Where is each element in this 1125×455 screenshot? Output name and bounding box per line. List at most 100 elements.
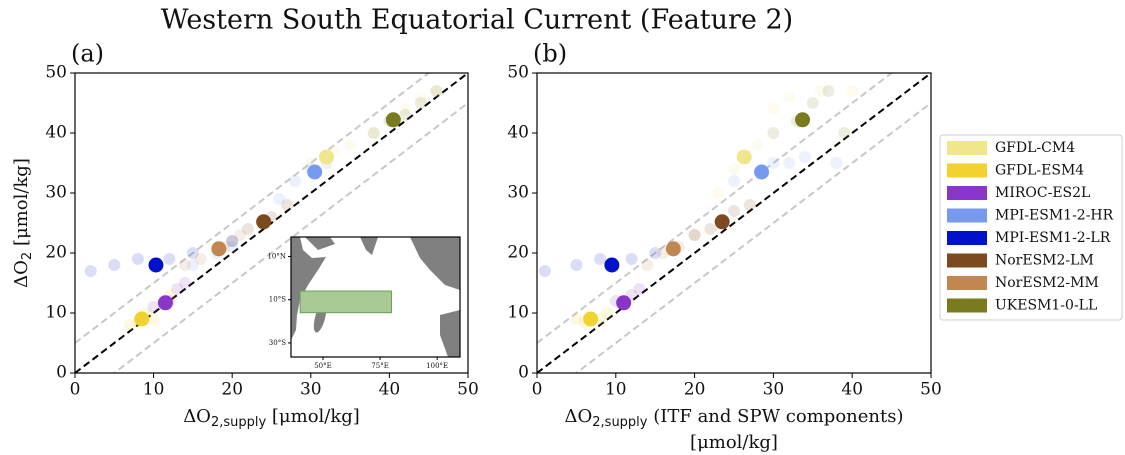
mean-point	[134, 311, 150, 327]
y-tick-label: 40	[45, 123, 67, 143]
mean-point	[736, 149, 752, 165]
member-point	[414, 97, 427, 109]
inset-region	[299, 290, 392, 314]
member-point	[226, 241, 239, 253]
member-point	[641, 259, 654, 271]
member-point	[728, 205, 740, 217]
inset-frame	[290, 236, 461, 358]
member-point	[163, 253, 176, 265]
mean-point	[714, 214, 730, 230]
legend-frame	[939, 134, 1123, 321]
land	[410, 237, 460, 290]
member-point	[194, 253, 207, 265]
x-tick-label: 50	[920, 380, 942, 400]
legend-swatch	[947, 163, 987, 178]
member-point	[822, 85, 835, 97]
reference-line	[537, 73, 894, 344]
panel-label: (b)	[533, 40, 567, 68]
legend-label: MIROC-ES2L	[995, 185, 1090, 201]
member-point	[688, 229, 701, 241]
reference-line	[537, 73, 931, 373]
legend-label: NorESM2-MM	[995, 275, 1099, 291]
legend-swatch	[947, 276, 987, 290]
axis-label-sub: 2,supply	[592, 415, 648, 430]
member-point	[594, 253, 607, 265]
mean-point	[319, 149, 335, 165]
axis-label-rest: [μmol/kg]	[11, 158, 32, 252]
reference-line	[75, 73, 431, 344]
land	[360, 237, 378, 255]
member-point	[814, 85, 827, 97]
legend-label: MPI-ESM1-2-HR	[995, 208, 1114, 224]
axis-label-sub: 2,supply	[211, 415, 267, 430]
inset-y-tick-label: 10°N	[267, 252, 286, 260]
member-point	[226, 235, 239, 247]
mean-point	[385, 112, 401, 128]
plot-area	[537, 73, 931, 373]
x-tick-label: 20	[684, 380, 706, 400]
member-point	[783, 157, 796, 169]
member-point	[84, 265, 97, 277]
member-point	[625, 253, 638, 265]
legend-label: GFDL-ESM4	[995, 163, 1084, 179]
inset-x-tick-label: 50°E	[314, 362, 332, 370]
member-point	[414, 91, 427, 103]
member-point	[751, 139, 764, 151]
member-point	[688, 229, 701, 241]
member-point	[728, 163, 740, 175]
mean-point	[211, 241, 227, 257]
member-point	[147, 313, 160, 325]
y-tick-label: 20	[507, 243, 529, 263]
figure-title: Western South Equatorial Current (Featur…	[161, 5, 793, 36]
member-point	[171, 283, 184, 295]
mean-point	[307, 164, 323, 180]
axis-label: ΔO2,supply (ITF and SPW components)	[565, 406, 904, 430]
member-point	[281, 199, 294, 211]
x-tick-label: 30	[300, 380, 322, 400]
x-tick-label: 50	[457, 380, 479, 400]
legend-label: UKESM1-0-LL	[995, 298, 1097, 314]
inset-x-tick-label: 100°E	[426, 362, 448, 370]
member-point	[767, 157, 780, 169]
mean-point	[604, 257, 620, 273]
member-point	[838, 127, 851, 139]
mean-point	[256, 214, 272, 230]
member-point	[712, 187, 725, 199]
axis-label-main: ΔO	[11, 260, 32, 288]
member-point	[131, 253, 144, 265]
axis-label: ΔO2 [μmol/kg]	[11, 158, 35, 288]
axis-label-rest: [μmol/kg]	[266, 406, 360, 427]
legend-swatch	[947, 231, 987, 245]
member-point	[743, 199, 756, 211]
plot-area	[75, 73, 468, 373]
y-tick-label: 0	[56, 363, 67, 383]
x-tick-label: 40	[379, 380, 401, 400]
y-tick-label: 10	[507, 303, 529, 323]
reference-line	[112, 102, 468, 373]
member-point	[108, 259, 121, 271]
member-point	[289, 175, 302, 187]
axis-label: ΔO2,supply [μmol/kg]	[183, 406, 360, 430]
x-tick-label: 40	[841, 380, 863, 400]
axes-frame	[536, 72, 932, 374]
legend-swatch	[947, 298, 987, 313]
member-point	[767, 103, 780, 115]
mean-point	[795, 112, 811, 128]
y-tick-label: 0	[518, 363, 529, 383]
member-point	[179, 277, 192, 289]
legend-swatch	[947, 208, 987, 223]
inset-y-tick-label: 10°S	[269, 296, 286, 304]
member-point	[767, 127, 780, 139]
x-tick-label: 30	[763, 380, 785, 400]
x-tick-label: 20	[221, 380, 243, 400]
y-tick-label: 30	[45, 183, 67, 203]
x-tick-label: 0	[532, 380, 543, 400]
member-point	[241, 223, 254, 235]
member-point	[399, 109, 412, 121]
inset-y-tick-label: 30°S	[269, 339, 286, 347]
mean-point	[148, 257, 164, 273]
land	[440, 310, 460, 357]
member-point	[430, 85, 443, 97]
mean-point	[616, 295, 632, 311]
